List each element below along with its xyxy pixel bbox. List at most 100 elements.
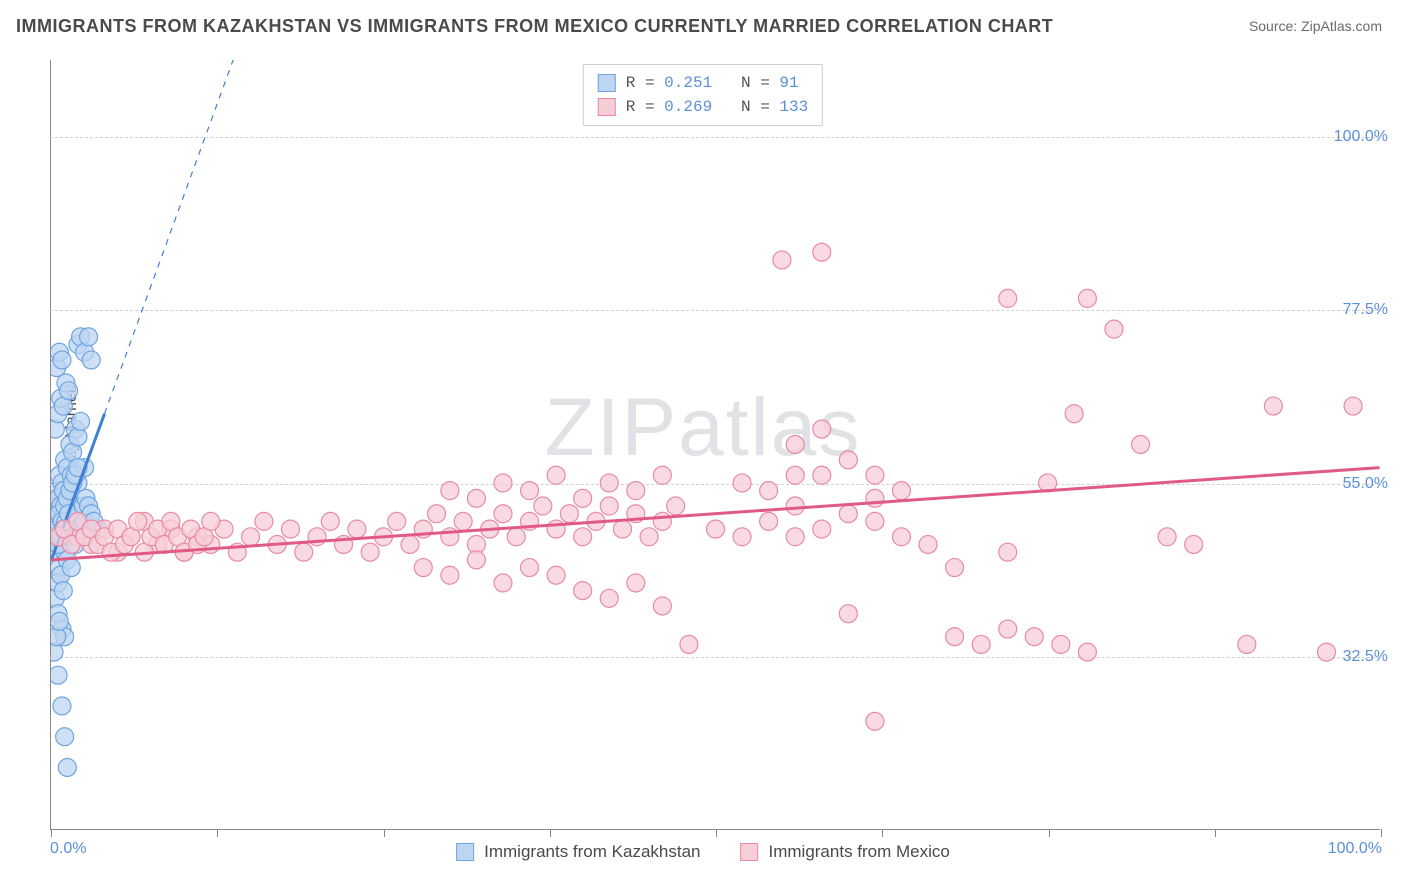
data-point <box>242 528 260 546</box>
data-point <box>1052 635 1070 653</box>
data-point <box>1078 643 1096 661</box>
x-tick <box>1215 829 1216 837</box>
data-point <box>653 466 671 484</box>
data-point <box>507 528 525 546</box>
data-point <box>640 528 658 546</box>
data-point <box>129 512 147 530</box>
x-tick <box>550 829 551 837</box>
x-tick <box>716 829 717 837</box>
data-point <box>667 497 685 515</box>
data-point <box>441 566 459 584</box>
data-point <box>348 520 366 538</box>
x-tick <box>882 829 883 837</box>
data-point <box>454 512 472 530</box>
source-attribution: Source: ZipAtlas.com <box>1249 18 1382 34</box>
legend-swatch <box>598 74 616 92</box>
legend-swatch <box>456 843 474 861</box>
data-point <box>614 520 632 538</box>
legend-item: Immigrants from Mexico <box>740 842 949 862</box>
data-point <box>80 328 98 346</box>
data-point <box>773 251 791 269</box>
data-point <box>494 574 512 592</box>
data-point <box>494 474 512 492</box>
legend-item: Immigrants from Kazakhstan <box>456 842 700 862</box>
data-point <box>866 512 884 530</box>
data-point <box>574 582 592 600</box>
y-tick-label: 32.5% <box>1343 648 1388 666</box>
data-point <box>1132 436 1150 454</box>
data-point <box>1238 635 1256 653</box>
data-point <box>428 505 446 523</box>
data-point <box>51 666 67 684</box>
data-point <box>892 528 910 546</box>
data-point <box>786 497 804 515</box>
data-point <box>999 289 1017 307</box>
data-point <box>1065 405 1083 423</box>
data-point <box>600 589 618 607</box>
legend-stat-row: R = 0.251 N = 91 <box>598 71 808 95</box>
y-tick-label: 55.0% <box>1343 475 1388 493</box>
data-point <box>707 520 725 538</box>
x-tick <box>384 829 385 837</box>
data-point <box>560 505 578 523</box>
data-point <box>62 559 80 577</box>
data-point <box>72 412 90 430</box>
data-point <box>521 559 539 577</box>
y-tick-label: 77.5% <box>1343 301 1388 319</box>
data-point <box>760 482 778 500</box>
source-link[interactable]: ZipAtlas.com <box>1301 18 1382 34</box>
data-point <box>866 466 884 484</box>
y-tick-label: 100.0% <box>1334 128 1388 146</box>
data-point <box>1318 643 1336 661</box>
data-point <box>547 520 565 538</box>
data-point <box>1185 535 1203 553</box>
data-point <box>534 497 552 515</box>
data-point <box>999 620 1017 638</box>
data-point <box>574 489 592 507</box>
data-point <box>627 482 645 500</box>
data-point <box>202 512 220 530</box>
data-point <box>295 543 313 561</box>
data-point <box>600 474 618 492</box>
data-point <box>467 551 485 569</box>
data-point <box>53 697 71 715</box>
data-point <box>600 497 618 515</box>
legend-stats-box: R = 0.251 N = 91R = 0.269 N = 133 <box>583 64 823 126</box>
legend-swatch <box>598 98 616 116</box>
data-point <box>414 559 432 577</box>
data-point <box>321 512 339 530</box>
data-point <box>58 758 76 776</box>
data-point <box>467 489 485 507</box>
legend-bottom: Immigrants from Kazakhstan Immigrants fro… <box>456 842 950 862</box>
source-prefix: Source: <box>1249 18 1301 34</box>
data-point <box>786 436 804 454</box>
legend-stat-text: R = 0.269 N = 133 <box>626 95 808 119</box>
x-tick <box>1049 829 1050 837</box>
trend-line <box>51 468 1379 560</box>
data-point <box>839 451 857 469</box>
data-point <box>574 528 592 546</box>
data-point <box>255 512 273 530</box>
legend-label: Immigrants from Mexico <box>768 842 949 862</box>
data-point <box>786 528 804 546</box>
data-point <box>999 543 1017 561</box>
legend-label: Immigrants from Kazakhstan <box>484 842 700 862</box>
x-tick <box>51 829 52 837</box>
data-point <box>54 582 72 600</box>
data-point <box>786 466 804 484</box>
legend-swatch <box>740 843 758 861</box>
data-point <box>946 628 964 646</box>
data-point <box>521 482 539 500</box>
data-point <box>733 528 751 546</box>
plot-area <box>50 60 1380 830</box>
data-point <box>653 512 671 530</box>
x-axis-min-label: 0.0% <box>50 840 86 858</box>
x-tick <box>1381 829 1382 837</box>
data-point <box>281 520 299 538</box>
data-point <box>680 635 698 653</box>
data-point <box>972 635 990 653</box>
x-axis-max-label: 100.0% <box>1328 840 1382 858</box>
data-point <box>361 543 379 561</box>
data-point <box>813 520 831 538</box>
data-point <box>53 351 71 369</box>
